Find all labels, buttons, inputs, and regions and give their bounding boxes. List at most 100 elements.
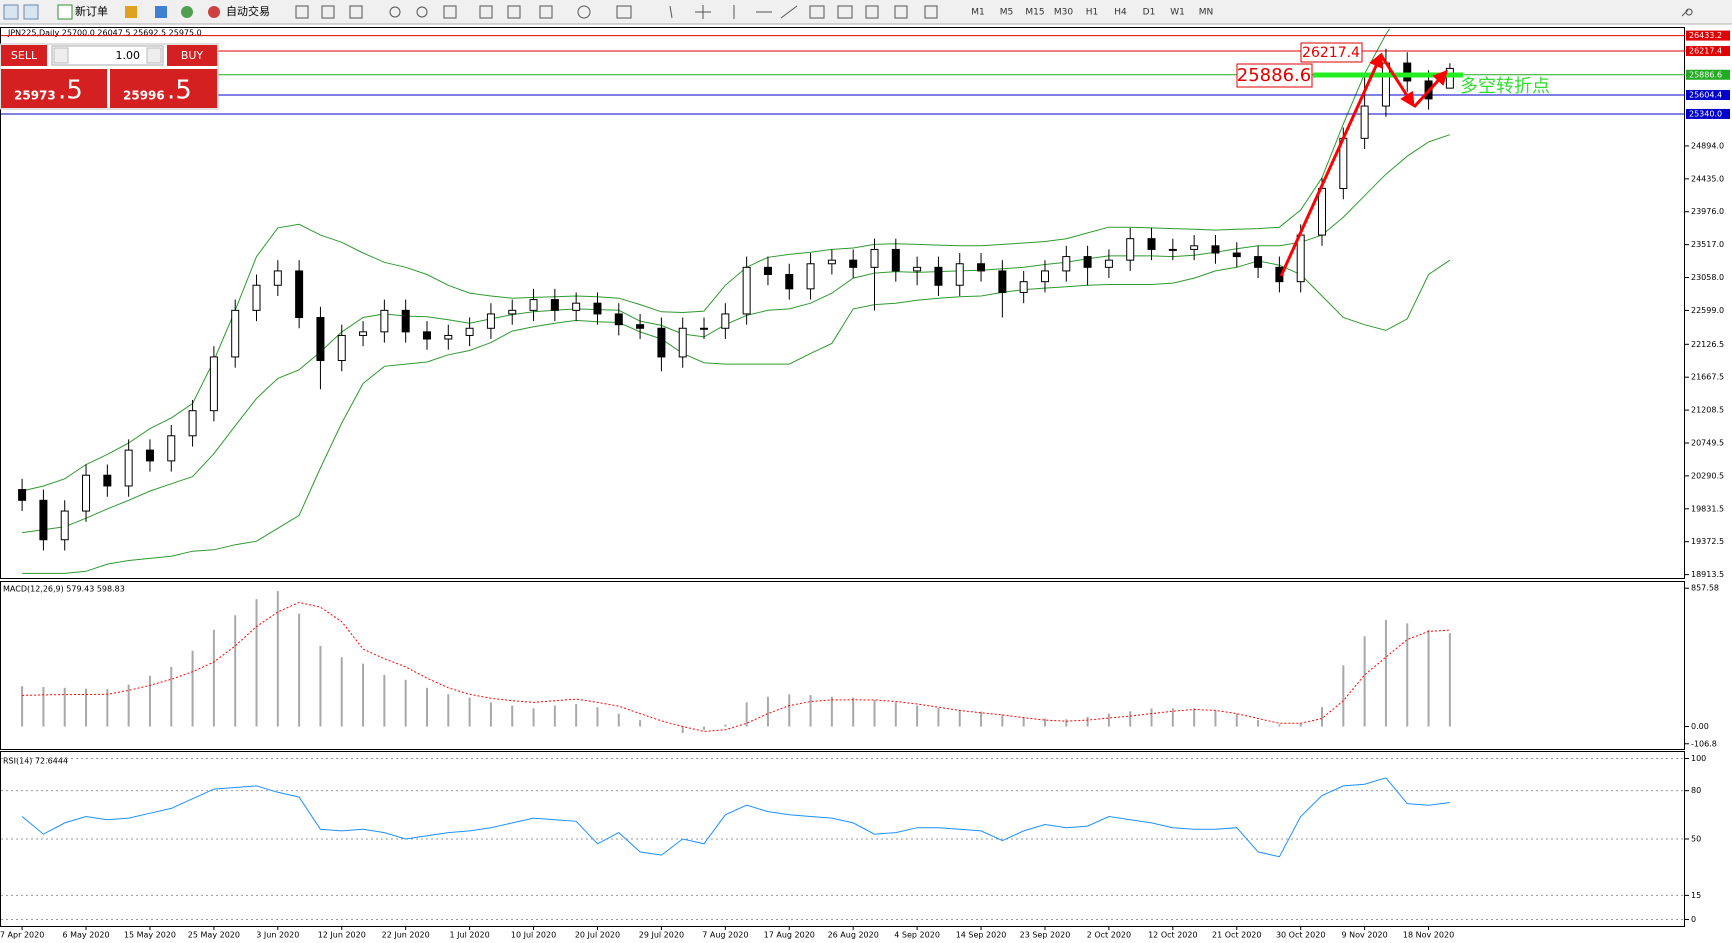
buy-label[interactable]: BUY — [181, 49, 204, 62]
candle-body — [1254, 256, 1263, 268]
candle-body — [870, 248, 879, 268]
y-tick-label: 21667.5 — [1691, 373, 1724, 382]
timeframe-button[interactable]: M15 — [1025, 8, 1044, 18]
icon[interactable] — [23, 4, 39, 20]
icon[interactable] — [3, 4, 19, 20]
candle-body — [763, 266, 772, 276]
price-level-tag — [1686, 30, 1730, 41]
candle-body — [1381, 62, 1390, 107]
x-tick-label: 1 Jul 2020 — [450, 931, 490, 940]
candle-body — [977, 263, 986, 272]
candle-body — [82, 474, 91, 512]
timeframe-button[interactable]: M1 — [971, 8, 985, 18]
timeframe-button[interactable]: M30 — [1054, 8, 1073, 18]
icon[interactable] — [125, 6, 137, 18]
timeframe-button[interactable]: H4 — [1114, 8, 1127, 18]
x-tick-label: 12 Oct 2020 — [1148, 931, 1197, 940]
x-tick-label: 4 Sep 2020 — [894, 931, 940, 940]
x-tick-label: 7 Aug 2020 — [702, 931, 748, 940]
timeframe-button[interactable]: M5 — [1000, 8, 1014, 18]
bid-box[interactable] — [1, 69, 107, 108]
trade-panel: SELL 1.00 BUY 25973 .5 25996 .5 — [0, 43, 219, 110]
candle-body — [998, 270, 1007, 293]
x-tick-label: 14 Sep 2020 — [956, 931, 1007, 940]
candle-body — [167, 435, 176, 462]
candle-body — [572, 302, 581, 311]
candle-body — [231, 309, 240, 358]
x-tick-label: 9 Nov 2020 — [1342, 931, 1388, 940]
y-tick-label: 23058.0 — [1691, 273, 1724, 282]
candle-body — [678, 327, 687, 358]
ask-price[interactable]: 25996 — [123, 89, 165, 103]
x-tick-label: 23 Sep 2020 — [1020, 931, 1071, 940]
price-annotation: 26217.4 — [1302, 45, 1360, 61]
candle-body — [422, 331, 431, 340]
y-tick-label: 19372.5 — [1691, 537, 1724, 546]
lots-field[interactable] — [51, 45, 164, 66]
y-tick-label: 100 — [1691, 754, 1706, 763]
candle-body — [209, 356, 218, 412]
bid-price[interactable]: 25973 — [14, 89, 56, 103]
price-annotation: 25886.6 — [1237, 65, 1311, 86]
candle-body — [1083, 256, 1092, 268]
candle-body — [188, 410, 197, 437]
x-tick-label: 22 Jun 2020 — [382, 931, 430, 940]
timeframe-button[interactable]: H1 — [1086, 8, 1099, 18]
y-tick-label: -106.8 — [1691, 739, 1717, 748]
bid-fraction[interactable]: .5 — [58, 76, 83, 106]
candle-body — [827, 259, 836, 265]
arrow — [1412, 69, 1449, 109]
x-tick-label: 25 May 2020 — [188, 931, 240, 940]
candle-body — [1232, 252, 1241, 258]
bollinger-band — [21, 29, 1391, 492]
toolbar: 新订单 自动交易 M1 M5 M15 M30 H1 H4 D1 W1 MN — [0, 0, 1732, 25]
sell-label[interactable]: SELL — [11, 49, 38, 62]
x-tick-label: 15 May 2020 — [124, 931, 176, 940]
candle-body — [614, 313, 623, 326]
candle-body — [486, 313, 495, 329]
rsi-frame — [0, 751, 1685, 927]
timeframe-button[interactable]: W1 — [1170, 8, 1185, 18]
candle-body — [1040, 270, 1049, 283]
icon[interactable] — [57, 4, 73, 20]
candle-body — [60, 510, 69, 541]
icon[interactable] — [208, 6, 220, 18]
lots-up[interactable] — [146, 47, 162, 64]
x-tick-label: 26 Aug 2020 — [828, 931, 879, 940]
chart-title: JPN225,Daily 25700.0 26047.5 25692.5 259… — [7, 29, 202, 38]
y-tick-label: 80 — [1691, 786, 1701, 795]
x-tick-label: 2 Oct 2020 — [1087, 931, 1131, 940]
y-tick-label: 0 — [1691, 915, 1696, 924]
price-box — [1236, 63, 1313, 88]
icon[interactable] — [181, 6, 193, 18]
candle-body — [700, 327, 709, 330]
timeframe-button[interactable]: MN — [1199, 8, 1214, 18]
candle-body — [1104, 259, 1113, 268]
y-tick-label: 0.00 — [1691, 722, 1709, 731]
tool-icons[interactable] — [295, 5, 1693, 19]
y-tick-label: 19831.5 — [1691, 504, 1724, 513]
candle-body — [934, 266, 943, 286]
candle-body — [657, 327, 666, 358]
lots-down[interactable] — [53, 47, 69, 64]
toolbar-button[interactable]: 自动交易 — [226, 4, 270, 18]
candle-body — [955, 263, 964, 286]
rsi-line — [21, 777, 1450, 858]
sell-button[interactable] — [1, 45, 47, 66]
ask-box[interactable] — [110, 69, 217, 108]
y-tick-label: 20749.5 — [1691, 438, 1724, 447]
candle-body — [1445, 67, 1454, 89]
icon[interactable] — [155, 6, 167, 18]
y-tick-label: 24894.0 — [1691, 141, 1724, 150]
timeframe-button[interactable]: D1 — [1143, 8, 1156, 18]
x-tick-label: 18 Nov 2020 — [1403, 931, 1454, 940]
lots-value[interactable]: 1.00 — [116, 49, 141, 62]
y-tick-label: 857.58 — [1691, 584, 1719, 593]
ask-fraction[interactable]: .5 — [167, 76, 192, 106]
candle-body — [1019, 281, 1028, 293]
toolbar-button[interactable]: 新订单 — [75, 4, 108, 18]
buy-button[interactable] — [167, 45, 217, 66]
price-level-label: 25340.0 — [1689, 109, 1722, 118]
